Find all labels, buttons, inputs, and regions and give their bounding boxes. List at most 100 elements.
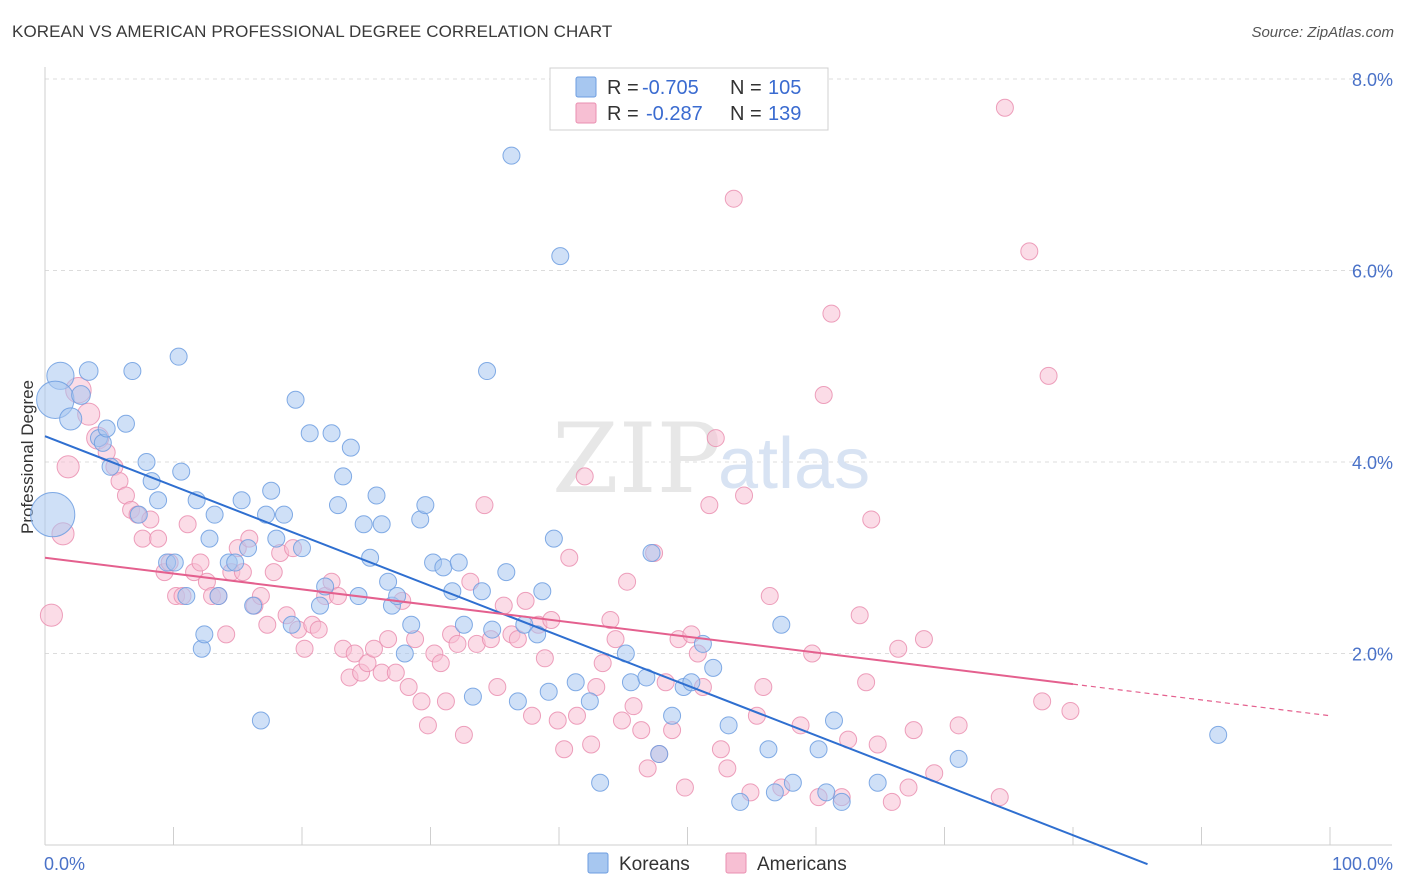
americans-point-110 bbox=[760, 587, 779, 606]
koreans-point-3 bbox=[59, 407, 83, 431]
koreans-point-33 bbox=[257, 505, 276, 524]
americans-point-106 bbox=[735, 486, 754, 505]
koreans-point-97 bbox=[817, 783, 836, 802]
koreans-point-13 bbox=[137, 453, 156, 471]
americans-point-116 bbox=[822, 304, 841, 323]
koreans-point-78 bbox=[580, 692, 599, 711]
koreans-point-19 bbox=[172, 462, 191, 481]
koreans-point-11 bbox=[123, 362, 142, 381]
koreans-point-34 bbox=[262, 481, 281, 500]
koreans-point-37 bbox=[282, 615, 301, 634]
americans-point-119 bbox=[850, 606, 869, 625]
koreans-point-64 bbox=[463, 687, 482, 706]
koreans-point-69 bbox=[502, 146, 521, 165]
koreans-point-65 bbox=[472, 582, 491, 601]
legend-n-value-americans: 139 bbox=[768, 103, 801, 125]
americans-point-59 bbox=[431, 654, 450, 673]
bottom-legend-swatch-koreans bbox=[587, 852, 609, 874]
americans-point-135 bbox=[1061, 701, 1080, 720]
koreans-point-56 bbox=[402, 615, 421, 634]
bottom-legend-label-koreans: Koreans bbox=[619, 854, 690, 875]
y-axis-title: Professional Degree bbox=[18, 380, 37, 534]
koreans-point-99 bbox=[832, 792, 851, 811]
koreans-point-76 bbox=[551, 247, 570, 266]
americans-point-21 bbox=[191, 553, 210, 572]
koreans-point-40 bbox=[300, 424, 319, 443]
koreans-point-8 bbox=[97, 419, 116, 438]
koreans-point-87 bbox=[682, 673, 701, 692]
legend-r-label-koreans: R = bbox=[607, 77, 639, 99]
y-tick-labels: 2.0% 4.0% 6.0% 8.0% bbox=[1352, 70, 1393, 665]
koreans-points bbox=[30, 146, 1228, 811]
koreans-point-68 bbox=[497, 563, 516, 582]
koreans-point-84 bbox=[650, 745, 669, 764]
americans-point-72 bbox=[516, 591, 535, 610]
legend-r-label-americans: R = bbox=[607, 103, 639, 125]
americans-point-54 bbox=[399, 678, 418, 697]
americans-point-124 bbox=[889, 639, 908, 658]
legend-n-label-koreans: N = bbox=[730, 77, 762, 99]
koreans-point-58 bbox=[416, 496, 435, 515]
koreans-trend-line bbox=[44, 435, 1148, 866]
americans-point-68 bbox=[488, 678, 507, 697]
koreans-point-73 bbox=[533, 582, 552, 601]
americans-point-101 bbox=[700, 496, 719, 515]
koreans-point-55 bbox=[395, 644, 414, 663]
americans-point-46 bbox=[345, 644, 364, 663]
americans-point-19 bbox=[178, 515, 197, 534]
koreans-point-52 bbox=[379, 572, 398, 591]
x-tick-label-max: 100.0% bbox=[1332, 854, 1393, 874]
legend-r-value-koreans: -0.705 bbox=[642, 77, 699, 99]
koreans-point-10 bbox=[116, 414, 135, 433]
americans-point-131 bbox=[995, 98, 1014, 117]
koreans-point-31 bbox=[244, 596, 263, 615]
americans-point-40 bbox=[309, 620, 328, 639]
americans-point-130 bbox=[990, 788, 1009, 807]
americans-point-88 bbox=[618, 572, 637, 591]
americans-point-43 bbox=[328, 587, 347, 606]
legend-n-value-koreans: 105 bbox=[768, 77, 801, 99]
koreans-point-85 bbox=[663, 706, 682, 725]
americans-point-81 bbox=[575, 467, 594, 486]
koreans-point-44 bbox=[328, 496, 347, 515]
koreans-point-72 bbox=[528, 625, 547, 644]
bottom-legend-swatch-americans bbox=[725, 852, 747, 874]
koreans-point-79 bbox=[591, 773, 610, 792]
koreans-point-94 bbox=[772, 615, 791, 634]
legend-r-value-americans: -0.287 bbox=[646, 103, 703, 125]
koreans-point-4 bbox=[78, 361, 99, 381]
americans-point-91 bbox=[638, 759, 657, 778]
americans-point-38 bbox=[295, 639, 314, 658]
americans-point-56 bbox=[412, 692, 431, 711]
koreans-point-101 bbox=[949, 749, 968, 768]
koreans-point-2 bbox=[30, 492, 76, 538]
watermark-zip: ZIP bbox=[552, 403, 721, 515]
koreans-point-66 bbox=[478, 362, 497, 381]
americans-point-84 bbox=[593, 654, 612, 673]
americans-point-103 bbox=[711, 740, 730, 759]
americans-point-25 bbox=[217, 625, 236, 644]
americans-point-86 bbox=[606, 630, 625, 649]
koreans-point-35 bbox=[267, 529, 286, 548]
americans-point-97 bbox=[675, 778, 694, 797]
legend-swatch-americans bbox=[575, 102, 597, 124]
trend-lines bbox=[44, 435, 1331, 866]
americans-trend-line bbox=[44, 556, 1074, 686]
koreans-point-51 bbox=[372, 515, 391, 534]
koreans-point-77 bbox=[566, 673, 585, 692]
koreans-point-81 bbox=[621, 673, 640, 692]
koreans-point-92 bbox=[759, 740, 778, 759]
koreans-point-62 bbox=[449, 553, 468, 572]
americans-point-120 bbox=[857, 673, 876, 692]
koreans-point-23 bbox=[195, 625, 214, 644]
koreans-point-67 bbox=[483, 620, 502, 639]
koreans-point-100 bbox=[868, 773, 887, 792]
koreans-point-75 bbox=[544, 529, 563, 548]
koreans-point-48 bbox=[354, 515, 373, 534]
americans-point-121 bbox=[862, 510, 881, 529]
americans-point-78 bbox=[555, 740, 574, 759]
americans-point-129 bbox=[949, 716, 968, 735]
koreans-point-74 bbox=[539, 682, 558, 701]
americans-point-73 bbox=[523, 706, 542, 725]
americans-point-79 bbox=[560, 548, 579, 567]
